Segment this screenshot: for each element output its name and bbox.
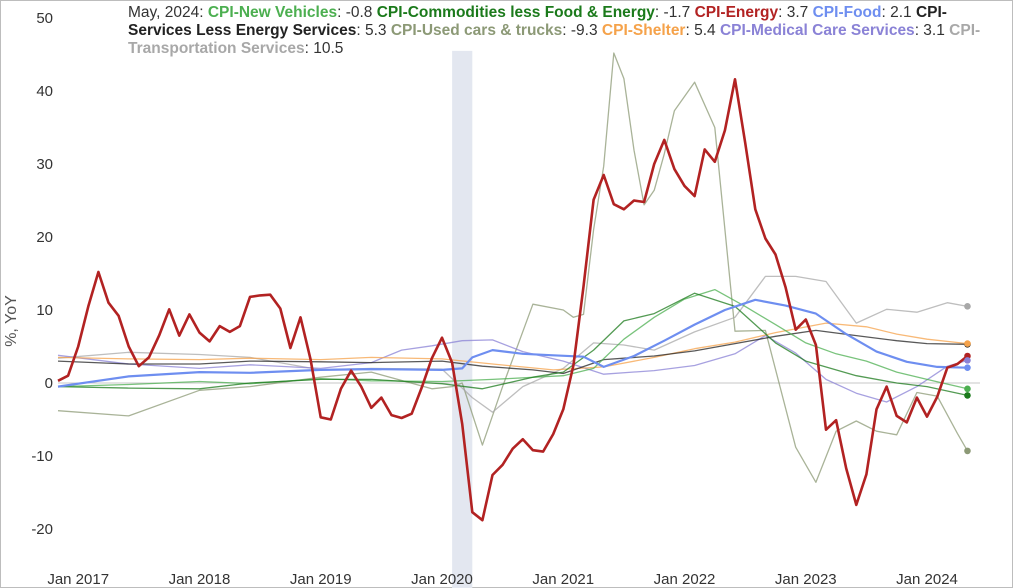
legend-series-value: : -1.7 (654, 4, 691, 21)
x-tick-label: Jan 2017 (47, 571, 109, 588)
recession-band (452, 50, 473, 588)
series-endpoint-dot (964, 303, 971, 310)
legend-series-name: CPI-Food (812, 4, 882, 21)
series-line (57, 78, 969, 522)
series-line (57, 292, 968, 397)
chart-legend: May, 2024: CPI-New Vehicles: -0.8 CPI-Co… (128, 4, 1008, 58)
x-tick-label: Jan 2024 (896, 571, 958, 588)
y-tick-label: 40 (36, 83, 53, 100)
y-tick-label: 10 (36, 302, 53, 319)
series-endpoint-dot (964, 357, 971, 364)
series-endpoint-dot (964, 364, 971, 371)
legend-series-value: : -9.3 (562, 22, 598, 39)
legend-series-value: : 2.1 (881, 4, 912, 21)
x-tick-label: Jan 2022 (654, 571, 716, 588)
legend-series-value: : 3.7 (778, 4, 809, 21)
legend-series-name: CPI-Medical Care Services (719, 22, 915, 39)
legend-series-name: CPI-Energy (694, 4, 779, 21)
series-layer (57, 52, 969, 522)
series-endpoint-dot (964, 385, 971, 393)
legend-series-name: CPI-Services Less Energy Services (128, 4, 947, 39)
x-tick-label: Jan 2023 (775, 571, 837, 588)
series-line (57, 298, 968, 388)
endpoint-layer (964, 303, 971, 455)
x-tick-label: Jan 2020 (411, 571, 473, 588)
series-line (57, 329, 968, 375)
recession-layer (452, 50, 473, 588)
series-line (57, 52, 969, 483)
x-tick-label: Jan 2018 (169, 571, 231, 588)
legend-series-value: : 5.3 (356, 22, 387, 39)
legend-series-value: : 3.1 (914, 22, 945, 39)
y-tick-label: 30 (36, 156, 53, 173)
legend-series-name: CPI-Used cars & trucks (390, 22, 563, 39)
y-tick-label: 20 (36, 229, 53, 246)
legend-series-value: : -0.8 (337, 4, 373, 21)
legend-series-name: CPI-Transportation Services (128, 22, 981, 57)
series-line (57, 322, 968, 371)
series-endpoint-dot (964, 340, 971, 347)
y-tick-label: -10 (31, 448, 53, 465)
y-tick-label: 50 (36, 10, 53, 27)
x-tick-label: Jan 2019 (290, 571, 352, 588)
legend-series-value: : 10.5 (304, 40, 344, 57)
x-tick-label: Jan 2021 (532, 571, 594, 588)
legend-series-name: CPI-New Vehicles (207, 4, 338, 21)
legend-title: May, 2024: (128, 4, 204, 21)
y-tick-label: 0 (45, 375, 53, 392)
series-line (57, 288, 968, 390)
legend-series-name: CPI-Shelter (601, 22, 686, 39)
legend-series-name: CPI-Commodities less Food & Energy (376, 4, 655, 21)
y-tick-label: -20 (31, 521, 53, 538)
axis-layer: 50 40 30 20 10 0 -10 -20 Jan 2017 Jan 2018 Jan 201… (31, 10, 958, 588)
legend-series-value: : 5.4 (685, 22, 716, 39)
series-endpoint-dot (964, 447, 971, 455)
series-endpoint-dot (964, 392, 971, 399)
